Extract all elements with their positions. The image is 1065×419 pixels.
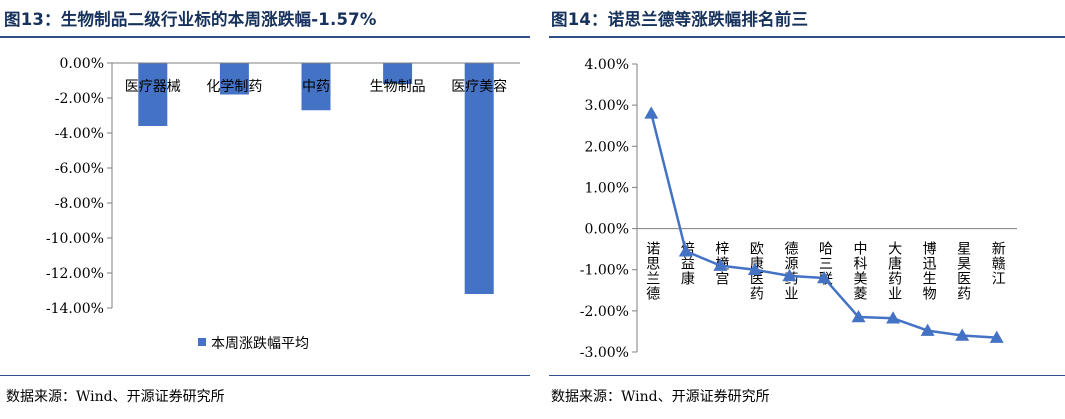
left-y-tick-label: -4.00% [55,126,104,142]
left-category-label: 医疗美容 [451,78,507,95]
left-bar [138,63,168,126]
left-legend-swatch [198,338,206,346]
left-y-tick-label: -2.00% [55,91,104,107]
right-category-label-char: 博 [923,241,937,258]
right-series-line [650,113,997,339]
right-data-point [678,244,693,257]
right-category-label-char: 江 [992,272,1006,288]
right-data-point [989,330,1004,343]
right-category-label-char: 宫 [715,272,729,288]
right-line-chart: 4.00% 3.00% 2.00% 1.00% 0.00% -1.00% -2.00% -3.… [580,57,1017,361]
left-figure-title: 图13：生物制品二级行业标的本周涨跌幅-1.57% [4,10,377,29]
right-data-point [817,270,831,284]
right-category-label-char: 药 [888,272,902,288]
left-chart-panel: 图13：生物制品二级行业标的本周涨跌幅-1.57% 0.00% -2.00% -4.… [0,0,532,419]
right-y-tick-label: 4.00% [585,57,629,73]
left-category-label: 生物制品 [370,79,426,95]
right-category-label-char: 唐 [888,256,902,273]
right-category-label-char: 欧 [750,242,764,258]
right-category-label-char: 德 [784,242,798,258]
right-category-label-char: 诺 [646,242,660,258]
left-y-tick-label: -6.00% [55,161,104,177]
left-legend-label: 本周涨跌幅平均 [211,336,309,352]
right-category-label-char: 梓 [715,242,729,258]
right-category-label-char: 中 [854,242,868,258]
right-y-tick-label: 3.00% [585,98,629,114]
right-category-label-char: 业 [784,287,798,303]
right-category-label-char: 医 [957,272,971,288]
right-category-label-char: 物 [923,287,937,303]
left-bar [219,63,249,95]
left-y-tick-label: -10.00% [46,231,104,247]
right-category-label-char: 星 [957,242,971,258]
left-y-tick-label: -12.00% [46,266,104,282]
right-category-label-char: 生 [923,272,937,288]
right-y-tick-label: 2.00% [585,139,629,155]
right-category-label-char: 业 [888,287,902,303]
left-category-label: 化学制药 [206,79,262,95]
right-category-label-char: 大 [888,242,902,258]
right-data-point [713,258,728,271]
right-category-label: 新赣江 [992,242,1006,288]
right-category-label: 诺思兰德 [646,242,660,303]
right-category-label-char: 新 [992,242,1006,258]
right-category-label-char: 美 [854,272,868,288]
right-category-label-char: 康 [681,271,695,288]
left-bar [301,63,331,111]
right-category-label-char: 医 [750,272,764,288]
right-category-label-char: 赣 [992,257,1006,273]
right-data-point [920,323,935,336]
right-category-label-char: 菱 [854,287,868,303]
right-data-point [644,106,659,119]
right-y-tick-label: 0.00% [585,222,629,238]
right-category-label-char: 思 [646,257,660,273]
left-bar [383,63,413,84]
right-category-label-char: 兰 [646,272,660,288]
right-category-label-char: 迅 [923,257,937,273]
right-category-label-char: 科 [854,257,868,273]
right-figure-title: 图14：诺思兰德等涨跌幅排名前三 [551,10,809,29]
right-category-label-char: 药 [957,287,971,303]
left-title-rule [0,36,530,38]
right-category-label-char: 药 [750,287,764,303]
right-y-tick-label: -1.00% [580,263,629,279]
right-chart-panel: 图14：诺思兰德等涨跌幅排名前三 4.00% 3.00% 2.00% 1.00% 0.0… [545,0,1065,419]
left-y-tick-label: -8.00% [55,196,104,212]
right-data-point [955,328,970,341]
left-category-label: 医疗器械 [125,79,181,95]
right-y-tick-label: -2.00% [580,304,629,320]
left-source-rule [0,375,530,376]
left-source-note: 数据来源：Wind、开源证券研究所 [6,389,225,405]
right-category-label-char: 益 [681,257,695,273]
right-title-rule [549,36,1065,38]
right-data-point [782,268,797,282]
left-bar-chart: 0.00% -2.00% -4.00% -6.00% -8.00% -10.00% -12.… [46,56,520,352]
right-data-point [851,310,866,323]
right-category-label-char: 三 [819,257,833,273]
right-source-rule [549,375,1065,376]
right-category-label-char: 德 [646,287,660,303]
left-y-tick-label: 0.00% [60,56,104,72]
right-category-label: 德源药业 [784,242,798,303]
right-source-note: 数据来源：Wind、开源证券研究所 [551,389,770,405]
right-category-label-char: 昊 [957,257,971,273]
left-bar [464,63,494,294]
right-data-point [886,311,901,324]
left-y-tick-label: -14.00% [46,301,104,317]
right-y-tick-label: -3.00% [580,345,629,361]
right-data-point [747,262,762,275]
right-category-label-char: 源 [784,257,798,273]
right-y-tick-label: 1.00% [585,180,629,196]
left-category-label: 中药 [302,79,330,95]
right-category-label-char: 哈 [819,242,833,258]
